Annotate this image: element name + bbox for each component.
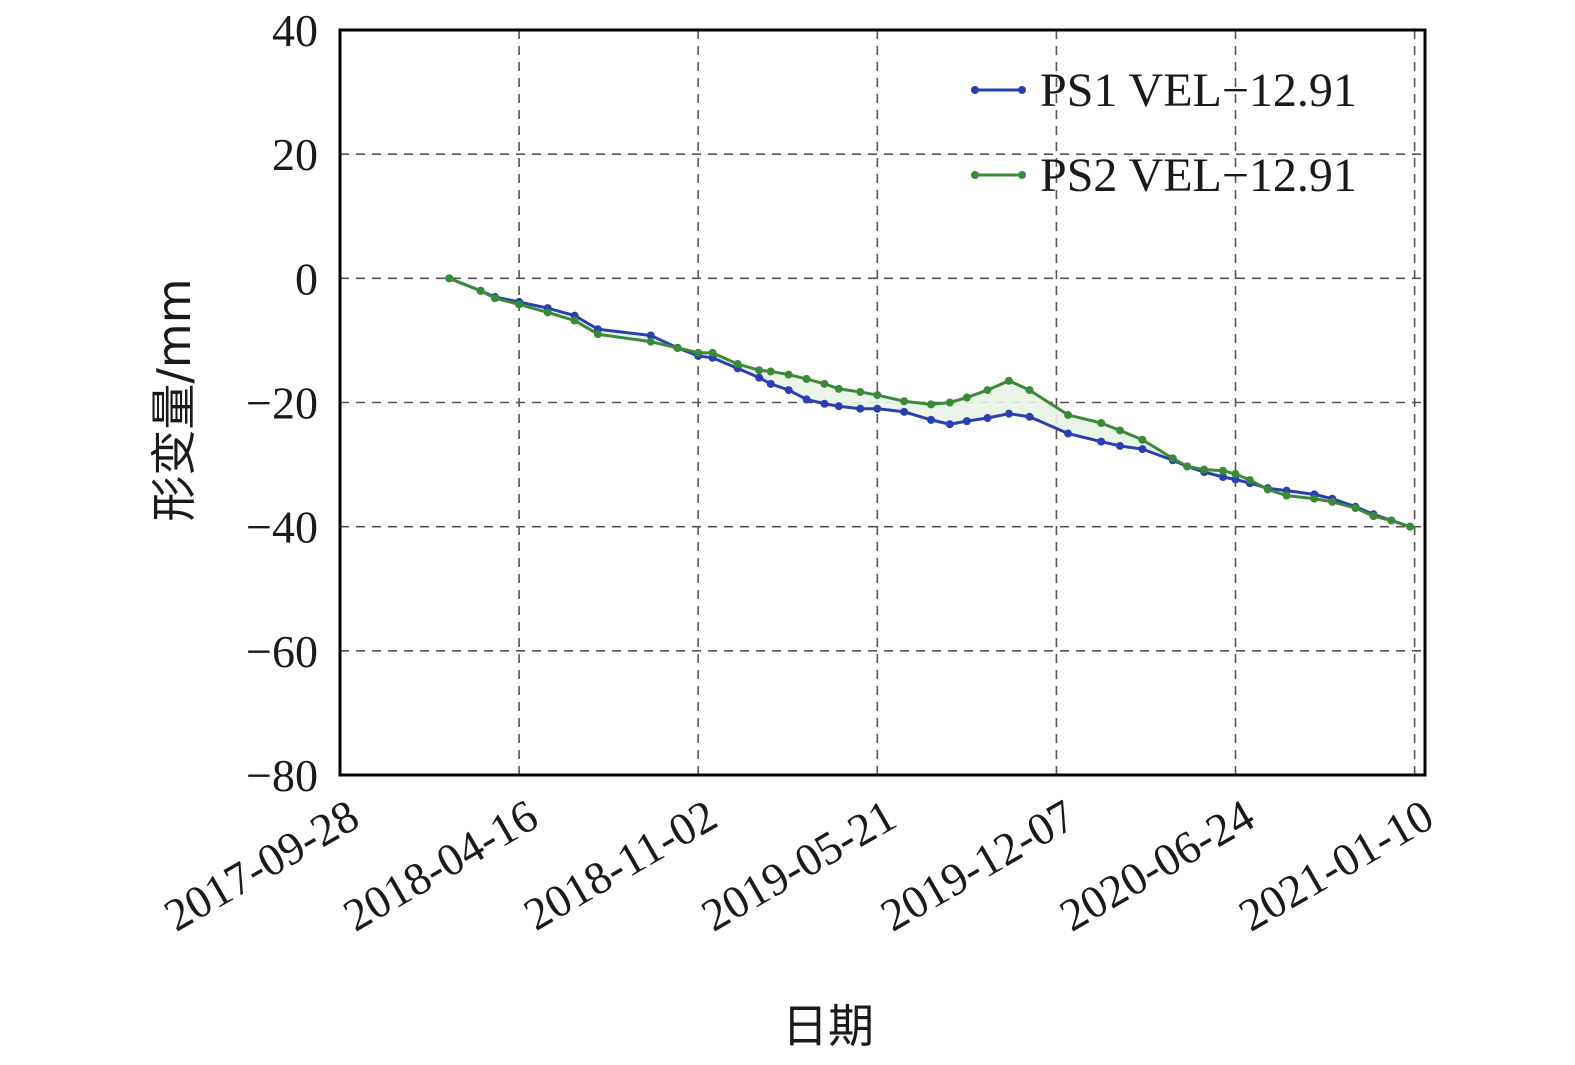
data-point-2 [1025,386,1034,395]
data-point-2 [1245,476,1254,485]
y-tick-label: 0 [295,253,318,304]
legend-marker-ps2 [1018,171,1026,179]
data-point-1 [1116,441,1124,450]
data-point-2 [593,330,602,339]
legend-marker-ps1 [1018,86,1026,94]
x-axis-label: 日期 [782,999,874,1053]
data-point-2 [802,374,811,383]
data-point-1 [1064,429,1073,438]
plot-frame [338,28,1427,777]
data-point-1 [1218,473,1227,481]
x-tick-label: 2019-12-07 [872,789,1083,940]
data-point-1 [1004,409,1013,418]
data-point-2 [1369,512,1378,521]
data-point-2 [1138,435,1147,444]
x-tick-labels: 2017-09-282018-04-162018-11-022019-05-21… [156,789,1442,940]
x-tick-label: 2018-04-16 [335,789,546,940]
y-tick-label: −80 [246,750,318,801]
data-point-1 [873,404,882,413]
data-point-2 [856,387,865,396]
data-point-1 [945,420,954,429]
data-point-2 [1351,504,1360,513]
legend-label-ps2: PS2 VEL−12.91 [1040,149,1357,202]
data-point-2 [1310,494,1319,503]
data-point-1 [646,331,655,340]
data-point-2 [1183,462,1192,471]
data-point-2 [515,300,524,309]
x-tick-label: 2020-06-24 [1051,789,1262,940]
data-point-2 [1168,454,1177,463]
data-point-2 [962,393,971,402]
data-point-2 [983,386,992,395]
data-point-1 [784,386,793,395]
data-point-1 [802,395,811,404]
data-point-1 [755,373,764,382]
legend-label-ps1: PS1 VEL−12.91 [1040,64,1357,117]
data-point-2 [490,294,499,303]
data-point-2 [1004,376,1013,385]
data-point-2 [755,366,764,375]
data-point-1 [983,414,992,423]
data-point-2 [1231,469,1240,478]
y-tick-label: 20 [272,129,318,180]
data-point-2 [784,370,793,379]
x-tick-label: 2018-11-02 [515,789,725,940]
x-tick-label: 2017-09-28 [156,789,367,940]
legend-marker-ps1 [971,86,979,94]
data-point-2 [820,379,829,388]
data-point-1 [766,379,775,388]
x-tick-label: 2021-01-10 [1230,789,1441,940]
y-tick-label: −60 [246,626,318,677]
legend-item-ps1: PS1 VEL−12.91 [971,64,1357,117]
data-point-2 [646,337,655,346]
data-point-2 [1218,466,1227,475]
data-point-1 [1231,475,1240,484]
data-point-2 [570,316,579,325]
data-point-2 [1387,516,1396,525]
y-axis-label: 形变量/mm [147,278,201,521]
data-point-1 [1025,412,1034,421]
y-tick-labels: 40 20 0 −20 −40 −60 −80 [246,5,318,801]
y-tick-label: 40 [272,5,318,56]
data-point-2 [873,391,882,400]
data-point-2 [834,384,843,393]
data-point-1 [1138,445,1147,454]
data-point-2 [694,348,703,357]
data-point-1 [820,399,829,408]
data-point-1 [834,402,843,411]
data-point-1 [927,415,936,424]
legend-item-ps2: PS2 VEL−12.91 [971,149,1357,202]
data-point-2 [1116,426,1124,435]
series-group [445,274,1415,531]
data-point-2 [900,397,909,406]
data-point-1 [856,404,865,413]
data-point-2 [1406,522,1415,531]
legend: PS1 VEL−12.91 PS2 VEL−12.91 [971,64,1357,202]
data-point-1 [900,407,909,416]
data-point-2 [1282,491,1291,500]
data-point-2 [476,286,485,295]
data-point-2 [945,398,954,407]
data-point-1 [962,417,971,426]
data-point-2 [708,348,717,357]
legend-marker-ps2 [971,171,979,179]
data-point-2 [1097,418,1106,427]
data-point-2 [1064,410,1073,419]
data-point-2 [543,308,552,317]
data-point-2 [673,343,682,352]
data-point-2 [1263,485,1272,494]
x-tick-label: 2019-05-21 [693,789,904,940]
data-point-2 [927,400,936,409]
data-point-2 [766,367,775,376]
y-tick-label: −40 [246,502,318,553]
data-point-2 [733,360,742,369]
data-point-1 [1097,437,1106,446]
data-point-2 [1200,465,1209,474]
data-point-2 [445,274,454,283]
y-tick-label: −20 [246,378,318,429]
data-point-2 [1328,497,1337,506]
series-2 [445,274,1415,531]
